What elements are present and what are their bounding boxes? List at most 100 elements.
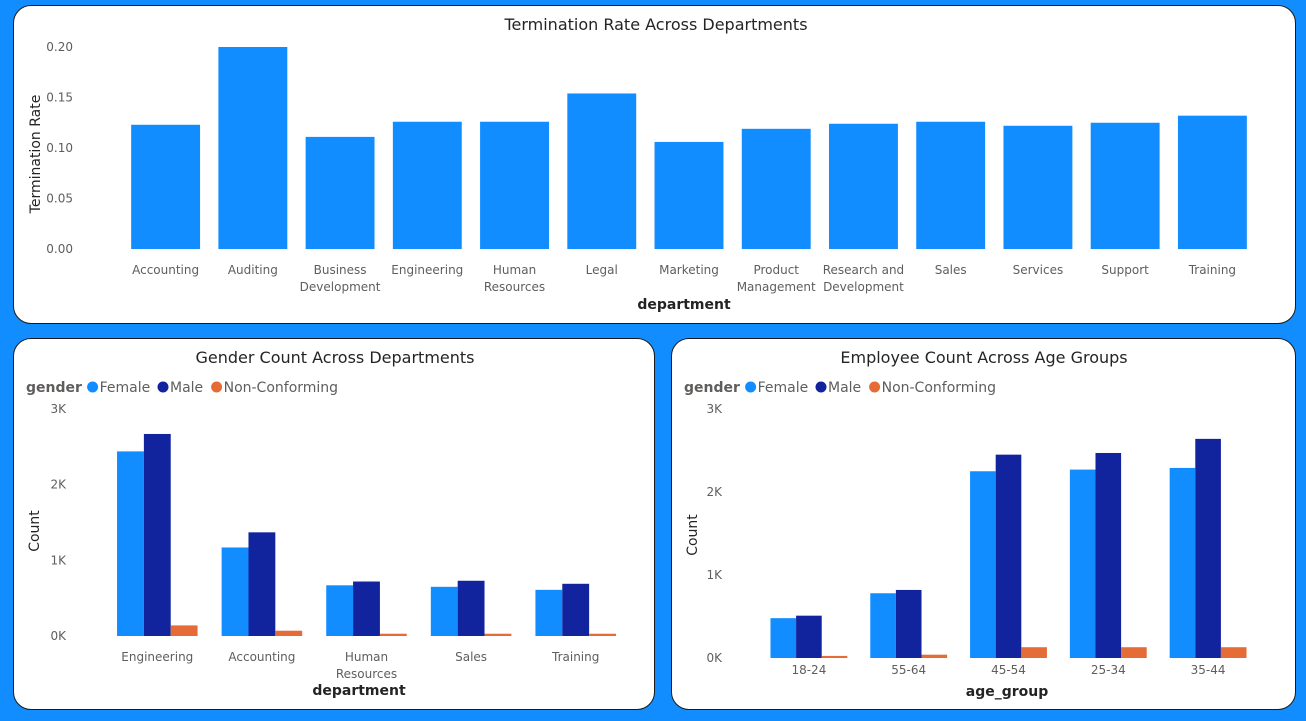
bar-non-conforming-engineering[interactable] xyxy=(170,625,198,636)
bar-female-35-44[interactable] xyxy=(1169,467,1196,658)
bar-female-sales[interactable] xyxy=(430,586,458,636)
bar-non-conforming-35-44[interactable] xyxy=(1220,647,1247,658)
legend-marker-non-conforming xyxy=(211,381,223,393)
x-tick-label: Product Management xyxy=(737,263,816,294)
bar-non-conforming-training[interactable] xyxy=(589,633,616,636)
y-tick-label: 0.20 xyxy=(46,40,73,54)
bar-non-conforming-accounting[interactable] xyxy=(275,630,303,636)
bar-male-25-34[interactable] xyxy=(1095,452,1122,658)
x-tick-label: Sales xyxy=(935,263,967,277)
legend-title: gender xyxy=(684,380,740,396)
legend-label-male[interactable]: Male xyxy=(828,380,861,396)
y-tick-label: 3K xyxy=(50,402,67,416)
legend-marker-non-conforming xyxy=(869,381,881,393)
x-axis-label: age_group xyxy=(966,684,1049,700)
legend-label-female[interactable]: Female xyxy=(758,380,809,396)
y-tick-label: 2K xyxy=(706,485,723,499)
x-tick-label: Support xyxy=(1101,263,1149,277)
bar-male-55-64[interactable] xyxy=(895,589,922,658)
bar-non-conforming-sales[interactable] xyxy=(484,633,512,636)
bar-auditing[interactable] xyxy=(218,47,288,249)
bar-female-25-34[interactable] xyxy=(1069,469,1096,658)
legend-marker-female xyxy=(87,381,99,393)
y-tick-label: 0.15 xyxy=(46,91,73,105)
x-tick-label: Sales xyxy=(455,650,487,664)
y-tick-label: 1K xyxy=(706,568,723,582)
y-tick-label: 0.10 xyxy=(46,141,73,155)
x-axis-label: department xyxy=(312,683,406,699)
bar-accounting[interactable] xyxy=(131,124,201,249)
y-tick-label: 0K xyxy=(50,629,67,643)
legend-label-non-conforming[interactable]: Non-Conforming xyxy=(224,380,338,396)
x-tick-label: Accounting xyxy=(132,263,199,277)
termination-rate-chart: Termination Rate Across Departments Term… xyxy=(28,15,1247,313)
bar-non-conforming-55-64[interactable] xyxy=(921,654,948,658)
x-tick-label: Training xyxy=(1188,263,1236,277)
bar-male-human-resources[interactable] xyxy=(353,581,380,636)
y-tick-label: 1K xyxy=(50,553,67,567)
bar-male-training[interactable] xyxy=(562,583,590,636)
x-tick-label: 35-44 xyxy=(1191,663,1226,677)
bar-human-resources[interactable] xyxy=(480,121,549,249)
y-tick-label: 3K xyxy=(706,402,723,416)
bar-male-35-44[interactable] xyxy=(1195,438,1221,658)
bar-services[interactable] xyxy=(1003,125,1073,249)
bar-business-development[interactable] xyxy=(305,136,375,249)
bar-non-conforming-45-54[interactable] xyxy=(1021,647,1047,658)
x-tick-label: Legal xyxy=(586,263,618,277)
bar-female-human-resources[interactable] xyxy=(326,585,354,636)
legend-label-male[interactable]: Male xyxy=(170,380,203,396)
x-tick-label: Accounting xyxy=(228,650,295,664)
y-axis-label: Count xyxy=(685,514,701,556)
x-tick-label: Human Resources xyxy=(336,650,397,681)
x-tick-label: Business Development xyxy=(300,263,381,294)
termination-rate-panel: Termination Rate Across Departments Term… xyxy=(13,5,1296,324)
x-tick-label: Engineering xyxy=(121,650,193,664)
legend-title: gender xyxy=(26,380,82,396)
y-tick-label: 0.05 xyxy=(46,192,73,206)
bar-research-and-development[interactable] xyxy=(829,123,898,249)
x-tick-label: Marketing xyxy=(659,263,719,277)
x-tick-label: Services xyxy=(1013,263,1064,277)
bar-sales[interactable] xyxy=(916,121,986,249)
bar-training[interactable] xyxy=(1177,115,1247,250)
y-tick-label: 0.00 xyxy=(46,242,73,256)
chart-title: Employee Count Across Age Groups xyxy=(840,348,1127,367)
bar-female-accounting[interactable] xyxy=(221,547,249,636)
legend-label-female[interactable]: Female xyxy=(100,380,151,396)
chart-title: Gender Count Across Departments xyxy=(195,348,474,367)
bar-male-sales[interactable] xyxy=(457,580,485,636)
bar-non-conforming-18-24[interactable] xyxy=(821,655,848,658)
bar-male-18-24[interactable] xyxy=(796,615,822,658)
bar-product-management[interactable] xyxy=(741,128,811,249)
x-tick-label: 25-34 xyxy=(1091,663,1126,677)
x-tick-label: Research and Development xyxy=(823,263,904,294)
gender-count-chart: Gender Count Across Departments gender Fe… xyxy=(26,348,616,699)
chart-title: Termination Rate Across Departments xyxy=(503,15,807,34)
bar-support[interactable] xyxy=(1090,122,1160,249)
bar-marketing[interactable] xyxy=(654,141,724,249)
bar-female-45-54[interactable] xyxy=(970,471,996,658)
age-group-chart: Employee Count Across Age Groups gender F… xyxy=(684,348,1247,700)
y-axis-label: Count xyxy=(27,510,43,552)
bar-male-engineering[interactable] xyxy=(143,433,171,636)
bar-female-18-24[interactable] xyxy=(770,618,797,658)
age-group-panel: Employee Count Across Age Groups gender F… xyxy=(671,338,1296,710)
x-tick-label: Auditing xyxy=(228,263,278,277)
x-tick-label: 45-54 xyxy=(991,663,1026,677)
bar-female-55-64[interactable] xyxy=(870,593,896,658)
legend-label-non-conforming[interactable]: Non-Conforming xyxy=(882,380,996,396)
legend-marker-male xyxy=(157,381,169,393)
x-tick-label: 18-24 xyxy=(791,663,826,677)
bar-female-training[interactable] xyxy=(535,589,563,636)
bar-female-engineering[interactable] xyxy=(117,451,144,636)
bar-male-45-54[interactable] xyxy=(995,454,1022,658)
bar-engineering[interactable] xyxy=(392,121,462,249)
bar-legal[interactable] xyxy=(567,93,637,250)
bar-male-accounting[interactable] xyxy=(248,532,276,636)
bar-non-conforming-human-resources[interactable] xyxy=(379,633,407,636)
legend-marker-male xyxy=(815,381,827,393)
x-tick-label: 55-64 xyxy=(891,663,926,677)
x-tick-label: Training xyxy=(551,650,599,664)
bar-non-conforming-25-34[interactable] xyxy=(1121,647,1147,658)
